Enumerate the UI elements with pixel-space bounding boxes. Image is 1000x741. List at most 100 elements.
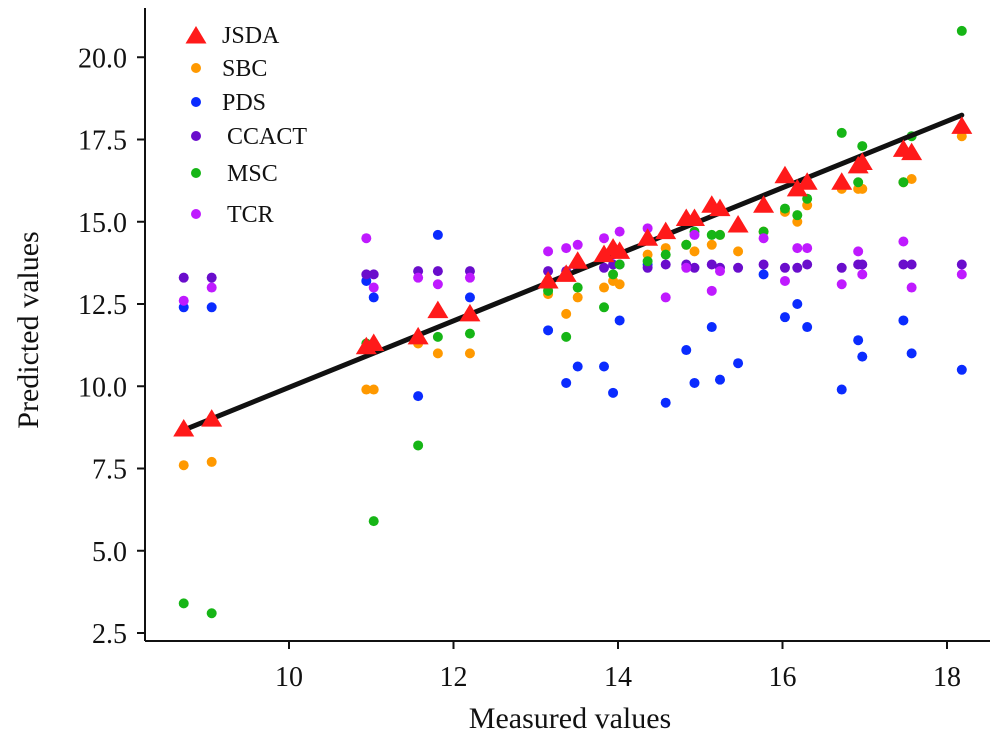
sbc-point (178, 460, 189, 471)
pds-point (853, 335, 864, 346)
ccact-point (779, 262, 790, 273)
legend-label-jsda: JSDA (222, 23, 280, 49)
msc-point (898, 177, 909, 188)
ccact-point (857, 259, 868, 270)
jsda-point (407, 326, 429, 345)
msc-point (614, 259, 625, 270)
jsda-point (655, 221, 677, 240)
legend: JSDA SBC PDS CCACT MSC TCR (185, 23, 307, 228)
legend-label-ccact: CCACT (227, 124, 307, 150)
pds-point (779, 312, 790, 323)
tcr-point (956, 269, 967, 280)
legend-item-sbc: SBC (191, 56, 267, 82)
ccact-point (836, 262, 847, 273)
legend-item-msc: MSC (191, 161, 278, 187)
ccact-point (689, 262, 700, 273)
ccact-point (599, 262, 610, 273)
tcr-point (464, 272, 475, 283)
y-tick-label: 10.0 (78, 372, 127, 403)
tcr-point (178, 295, 189, 306)
tcr-point (543, 246, 554, 257)
ccact-point (956, 259, 967, 270)
data-points (178, 25, 967, 619)
legend-label-pds: PDS (222, 90, 266, 116)
legend-marker-sbc (191, 63, 201, 73)
y-tick-label: 5.0 (92, 537, 127, 568)
tcr-point (836, 279, 847, 290)
ccact-point (898, 259, 909, 270)
jsda-point (796, 172, 818, 190)
sbc-point (206, 456, 217, 467)
regression-line (181, 112, 965, 433)
jsda-point (555, 264, 577, 282)
pds-point (689, 377, 700, 388)
legend-item-pds: PDS (191, 90, 266, 116)
msc-point (853, 177, 864, 188)
legend-marker-pds (191, 97, 201, 107)
ccact-point (361, 269, 372, 280)
jsda-point (201, 409, 223, 427)
jsda-point (427, 300, 449, 319)
jsda-point (459, 303, 481, 322)
jsda-point (683, 208, 705, 226)
pds-point (368, 292, 379, 303)
legend-label-tcr: TCR (227, 202, 274, 228)
tcr-point (432, 279, 443, 290)
sbc-point (906, 173, 917, 184)
msc-point (792, 210, 803, 221)
jsda-point (363, 333, 385, 351)
legend-item-jsda: JSDA (185, 23, 280, 49)
tcr-point (714, 266, 725, 277)
jsda-point (901, 142, 923, 161)
sbc-point (361, 384, 372, 395)
y-tick-label: 2.5 (92, 619, 127, 650)
pds-point (836, 384, 847, 395)
msc-point (660, 249, 671, 260)
pds-point (714, 374, 725, 385)
sbc-point (733, 246, 744, 257)
ccact-point (178, 272, 189, 283)
sbc-point (614, 279, 625, 290)
sbc-point (432, 348, 443, 359)
ccact-point (733, 262, 744, 273)
y-axis-title: Predicted values (12, 231, 45, 428)
x-tick-label: 10 (275, 662, 303, 693)
ccact-point (432, 266, 443, 277)
sbc-point (689, 246, 700, 257)
jsda-point (537, 270, 559, 289)
tcr-point (206, 282, 217, 293)
axes (144, 8, 990, 642)
sbc-point (599, 282, 610, 293)
tcr-point (779, 275, 790, 286)
legend-marker-jsda (185, 26, 207, 44)
ccact-point (802, 259, 813, 270)
pds-point (792, 299, 803, 309)
jsda-point (567, 251, 589, 269)
sbc-point (561, 308, 572, 319)
legend-marker-msc (191, 168, 201, 178)
jsda-point (831, 172, 853, 190)
tcr-point (853, 246, 864, 257)
pds-point (608, 387, 619, 398)
sbc-point (706, 239, 717, 250)
jsda-point (851, 152, 873, 171)
pds-point (413, 391, 424, 402)
legend-label-sbc: SBC (222, 56, 267, 82)
jsda-point (609, 241, 631, 259)
msc-point (464, 328, 475, 339)
y-tick-label: 12.5 (78, 290, 127, 321)
ccact-point (660, 259, 671, 270)
msc-point (432, 331, 443, 342)
x-tick-label: 14 (604, 662, 632, 693)
pds-point (561, 377, 572, 388)
msc-point (836, 127, 847, 138)
tcr-point (898, 236, 909, 247)
msc-point (206, 608, 217, 619)
pds-point (857, 351, 868, 362)
jsda-point (173, 419, 195, 437)
tcr-point (660, 292, 671, 303)
pds-point (906, 348, 917, 359)
msc-point (178, 598, 189, 609)
ccact-point (758, 259, 769, 270)
